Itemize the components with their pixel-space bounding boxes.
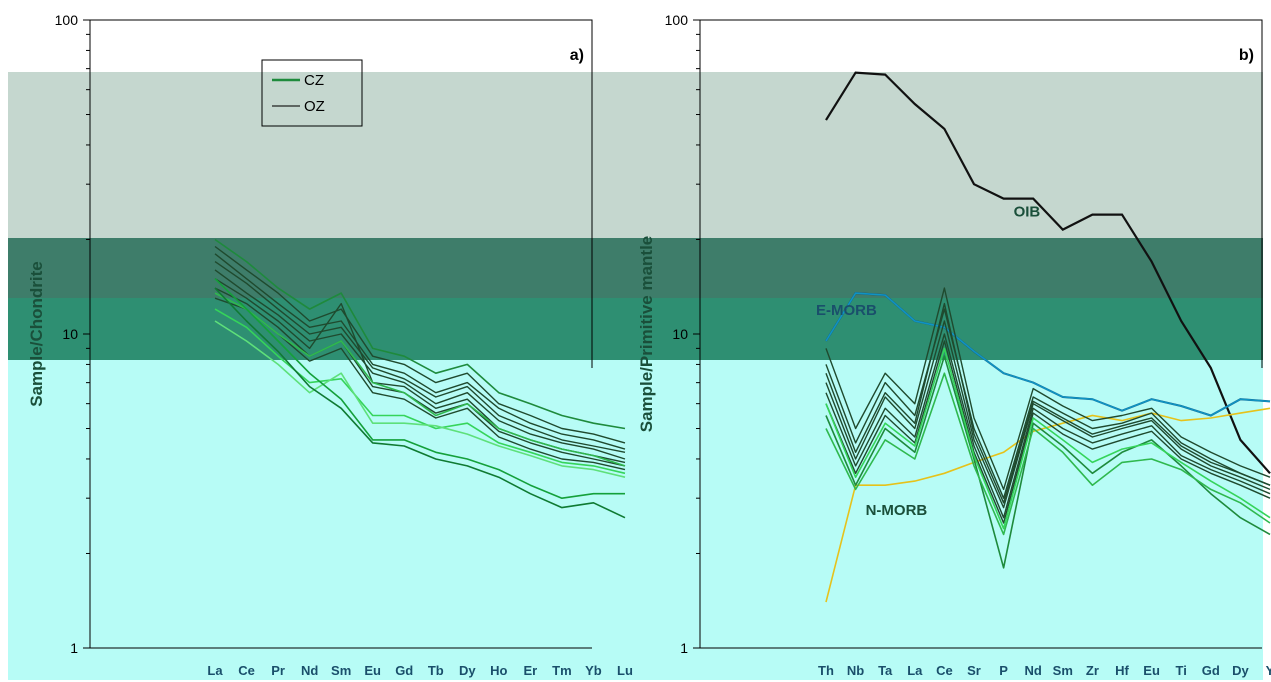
x-tick-label: La bbox=[207, 663, 223, 678]
overlay-band-4 bbox=[8, 360, 1263, 680]
x-tick-label: Lu bbox=[617, 663, 633, 678]
x-tick-label: Ta bbox=[878, 663, 893, 678]
series-line-oz bbox=[825, 333, 1271, 519]
x-tick-label: Tb bbox=[428, 663, 444, 678]
x-tick-label: Ti bbox=[1176, 663, 1187, 678]
x-tick-label: Dy bbox=[459, 663, 476, 678]
series-line-oz bbox=[214, 253, 626, 450]
x-tick-label: Nd bbox=[1025, 663, 1042, 678]
x-tick-label: Tm bbox=[552, 663, 572, 678]
legend-box bbox=[261, 59, 363, 127]
x-tick-label: Y bbox=[1266, 663, 1271, 678]
series-line-cz bbox=[825, 372, 1271, 536]
reference-line-oib bbox=[825, 71, 1271, 475]
x-tick-label: Dy bbox=[1232, 663, 1249, 678]
series-line-oz bbox=[214, 269, 626, 460]
y-tick-label: 1 bbox=[70, 640, 78, 656]
x-tick-label: Pr bbox=[271, 663, 285, 678]
series-line-cz bbox=[214, 287, 626, 519]
panel-label: b) bbox=[1239, 47, 1254, 64]
overlay-band-1 bbox=[8, 72, 1263, 240]
x-tick-label: Nd bbox=[301, 663, 318, 678]
x-tick-label: Sm bbox=[331, 663, 351, 678]
reference-line-n-morb bbox=[825, 407, 1271, 603]
reference-label-oib: OIB bbox=[1014, 204, 1041, 221]
legend-label-oz: OZ bbox=[304, 98, 325, 115]
x-tick-label: Ho bbox=[490, 663, 507, 678]
plot-frame bbox=[90, 19, 593, 368]
series-line-cz bbox=[214, 320, 626, 478]
y-tick-label: 10 bbox=[672, 326, 688, 342]
series-line-oz bbox=[825, 302, 1271, 504]
y-tick-label: 1 bbox=[680, 640, 688, 656]
overlay-band-3 bbox=[8, 298, 1263, 370]
y-tick-label: 100 bbox=[665, 12, 689, 28]
x-tick-label: Zr bbox=[1086, 663, 1099, 678]
panel-a: 1 10 100 La Ce Pr Nd Sm Eu Gd Tb Dy Ho Er Tm Yb Lu Sample… bbox=[27, 12, 633, 678]
overlay-bands-layer bbox=[8, 72, 1263, 680]
series-line-oz bbox=[214, 261, 626, 453]
series-line-oz bbox=[825, 308, 1271, 499]
series-line-oz bbox=[825, 320, 1271, 509]
series-line-cz bbox=[214, 278, 625, 499]
y-axis-label: Sample/Chondrite bbox=[27, 261, 46, 406]
overlay-band-2 bbox=[8, 238, 1263, 300]
series-line-oz bbox=[214, 287, 626, 467]
x-tick-label: Ce bbox=[936, 663, 953, 678]
x-tick-label: Nb bbox=[847, 663, 864, 678]
panel-b: 1 10 100 Th Nb Ta La Ce Sr P Nd Sm Zr Hf Eu Ti Gd Dy Y Samp… bbox=[637, 12, 1271, 678]
series-line-cz bbox=[825, 347, 1271, 530]
y-tick-label: 100 bbox=[55, 12, 79, 28]
x-tick-label: Er bbox=[524, 663, 538, 678]
x-tick-label: Eu bbox=[364, 663, 381, 678]
y-axis-label: Sample/Primitive mantle bbox=[637, 236, 656, 433]
x-tick-label: Eu bbox=[1143, 663, 1160, 678]
legend-label-cz: CZ bbox=[304, 72, 324, 89]
x-tick-label: Sm bbox=[1053, 663, 1073, 678]
x-tick-label: Gd bbox=[1202, 663, 1220, 678]
series-line-cz bbox=[214, 308, 626, 475]
x-tick-label: P bbox=[999, 663, 1008, 678]
reference-line-e-morb-cyan bbox=[825, 292, 1271, 417]
series-line-cz bbox=[214, 292, 626, 467]
x-tick-label: Gd bbox=[395, 663, 413, 678]
reference-label-e-morb: E-MORB bbox=[816, 302, 877, 319]
plot-frame bbox=[700, 19, 1263, 368]
y-tick-label: 10 bbox=[62, 326, 78, 342]
series-line-oz bbox=[825, 287, 1271, 491]
x-tick-label: Sr bbox=[967, 663, 981, 678]
series-line-oz bbox=[825, 340, 1271, 524]
series-line-oz bbox=[214, 245, 626, 444]
x-tick-label: Hf bbox=[1115, 663, 1129, 678]
panel-label: a) bbox=[570, 47, 584, 64]
x-tick-label: La bbox=[907, 663, 923, 678]
series-line-cz bbox=[214, 238, 626, 430]
x-tick-label: Ce bbox=[238, 663, 255, 678]
reference-label-n-morb: N-MORB bbox=[866, 502, 928, 519]
x-tick-label: Th bbox=[818, 663, 834, 678]
x-tick-label: Yb bbox=[585, 663, 602, 678]
